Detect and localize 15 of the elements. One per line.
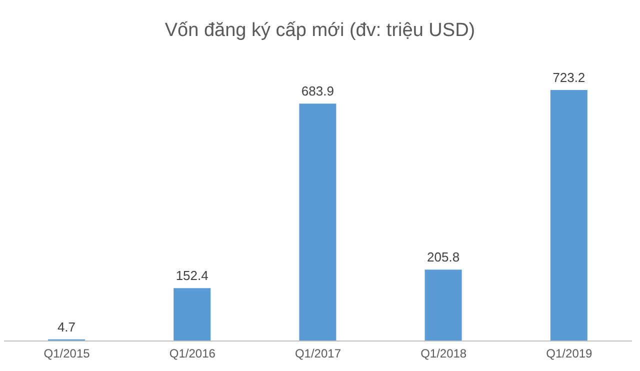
x-tick-label: Q1/2017 <box>294 346 342 361</box>
x-tick-label: Q1/2018 <box>420 346 467 361</box>
bar <box>299 104 336 341</box>
bar <box>174 288 211 341</box>
data-label: 683.9 <box>301 84 334 99</box>
data-label: 723.2 <box>552 70 586 85</box>
x-tick-label: Q1/2019 <box>546 346 593 361</box>
bar <box>550 90 588 341</box>
data-label: 4.7 <box>57 319 76 334</box>
x-tick-label: Q1/2016 <box>169 346 216 361</box>
data-label: 205.8 <box>427 250 460 265</box>
x-tick-label: Q1/2015 <box>44 346 90 361</box>
data-label: 152.4 <box>176 268 208 284</box>
chart-title: Vốn đăng ký cấp mới (đv: triệu USD) <box>164 20 476 43</box>
bar <box>424 270 462 341</box>
